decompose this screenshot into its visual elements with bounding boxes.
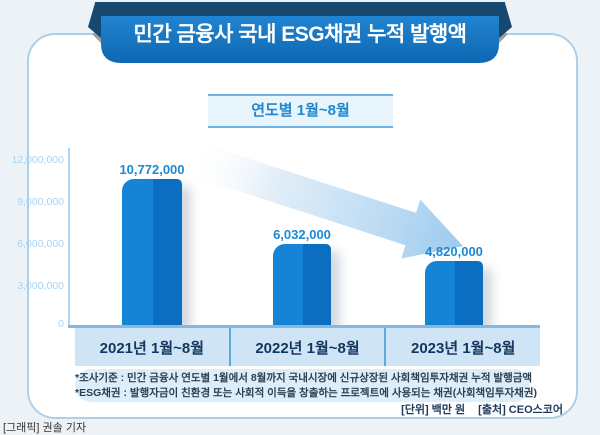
graphic-credit: [그래픽] 권솔 기자: [3, 422, 87, 434]
y-tick-label: 9,000,000: [17, 196, 64, 208]
bar: [425, 261, 483, 327]
x-axis-line: [68, 325, 540, 328]
y-tick-label: 6,000,000: [17, 238, 64, 250]
source-label: [출처] CEO스코어: [478, 404, 563, 416]
bar: [273, 244, 331, 327]
page-title: 민간 금융사 국내 ESG채권 누적 발행액: [133, 23, 468, 46]
y-tick-label: 0: [58, 318, 64, 330]
bar-value-label: 10,772,000: [119, 162, 185, 177]
footnote-box: *조사기준 : 민간 금융사 연도별 1월에서 8월까지 국내시장에 신규상장된…: [75, 369, 537, 402]
period-label: 연도별 1월~8월: [208, 94, 393, 128]
x-category-label: 2022년 1월~8월: [228, 328, 385, 366]
bar: [122, 179, 182, 327]
bar-value-label: 6,032,000: [273, 227, 331, 242]
y-tick-label: 12,000,000: [11, 154, 64, 166]
unit-label: [단위] 백만 원: [401, 404, 466, 416]
footnote: *ESG채권 : 발행자금이 친환경 또는 사회적 이득을 창출하는 프로젝트에…: [75, 387, 537, 399]
x-category-label: 2021년 1월~8월: [99, 339, 205, 357]
bar-value-label: 4,820,000: [425, 244, 483, 259]
y-tick-label: 3,000,000: [17, 280, 64, 292]
footnote: *조사기준 : 민간 금융사 연도별 1월에서 8월까지 국내시장에 신규상장된…: [75, 372, 533, 384]
x-category-label: 2023년 1월~8월: [384, 328, 540, 366]
unit-source-line: [단위] 백만 원 [출처] CEO스코어: [401, 401, 563, 417]
x-axis-band: 2021년 1월~8월 2022년 1월~8월 2023년 1월~8월: [75, 328, 540, 366]
title-ribbon: [88, 2, 512, 63]
y-axis-line: [68, 148, 70, 328]
